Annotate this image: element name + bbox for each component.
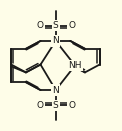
Text: O: O	[68, 21, 75, 30]
Text: O: O	[36, 21, 43, 30]
Text: S: S	[53, 21, 59, 30]
Text: O: O	[36, 101, 43, 110]
Text: N: N	[52, 36, 59, 45]
Text: O: O	[68, 101, 75, 110]
Text: N: N	[52, 86, 59, 95]
Text: NH: NH	[68, 61, 82, 70]
Text: S: S	[53, 101, 59, 110]
